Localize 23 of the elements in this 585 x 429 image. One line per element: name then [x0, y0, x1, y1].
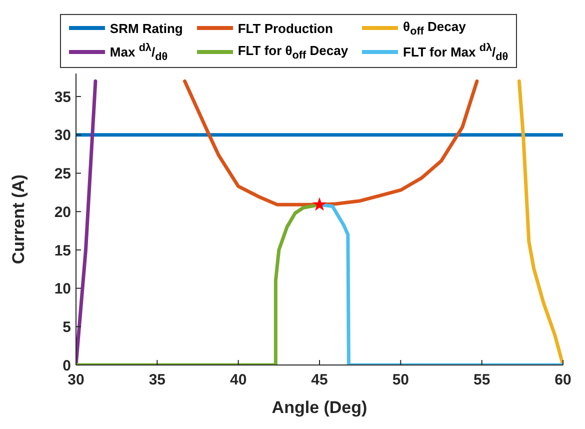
x-tick-label: 45 — [311, 372, 328, 389]
y-tick-label: 35 — [54, 88, 71, 106]
y-tick-label: 25 — [54, 166, 71, 183]
y-tick-label: 20 — [54, 204, 71, 221]
x-tick-label: 50 — [392, 372, 410, 389]
y-tick-label: 10 — [54, 280, 71, 298]
legend-label: FLT for Max $^{dλ}$/$_{dθ}$ — [403, 42, 508, 63]
y-tick-label: 15 — [54, 242, 71, 260]
x-tick-label: 35 — [148, 372, 166, 389]
x-tick-label: 40 — [230, 372, 247, 389]
y-tick-label: 5 — [62, 318, 71, 336]
x-tick-label: 60 — [554, 372, 572, 389]
legend-label: FLT for θ$_{off}$ Decay — [238, 42, 348, 62]
legend-label: FLT Production — [238, 20, 333, 36]
y-tick-label: 30 — [54, 127, 71, 144]
y-axis-title: Current (A) — [9, 174, 28, 264]
legend-label: SRM Rating — [110, 20, 183, 36]
line-series — [517, 79, 563, 365]
legend-label: θ$_{off}$ Decay — [403, 19, 466, 38]
x-axis-title: Angle (Deg) — [272, 398, 368, 417]
legend-label: Max $^{dλ}$/$_{dθ}$ — [110, 42, 168, 63]
y-tick-label: 0 — [62, 357, 71, 374]
x-tick-label: 55 — [473, 372, 490, 389]
